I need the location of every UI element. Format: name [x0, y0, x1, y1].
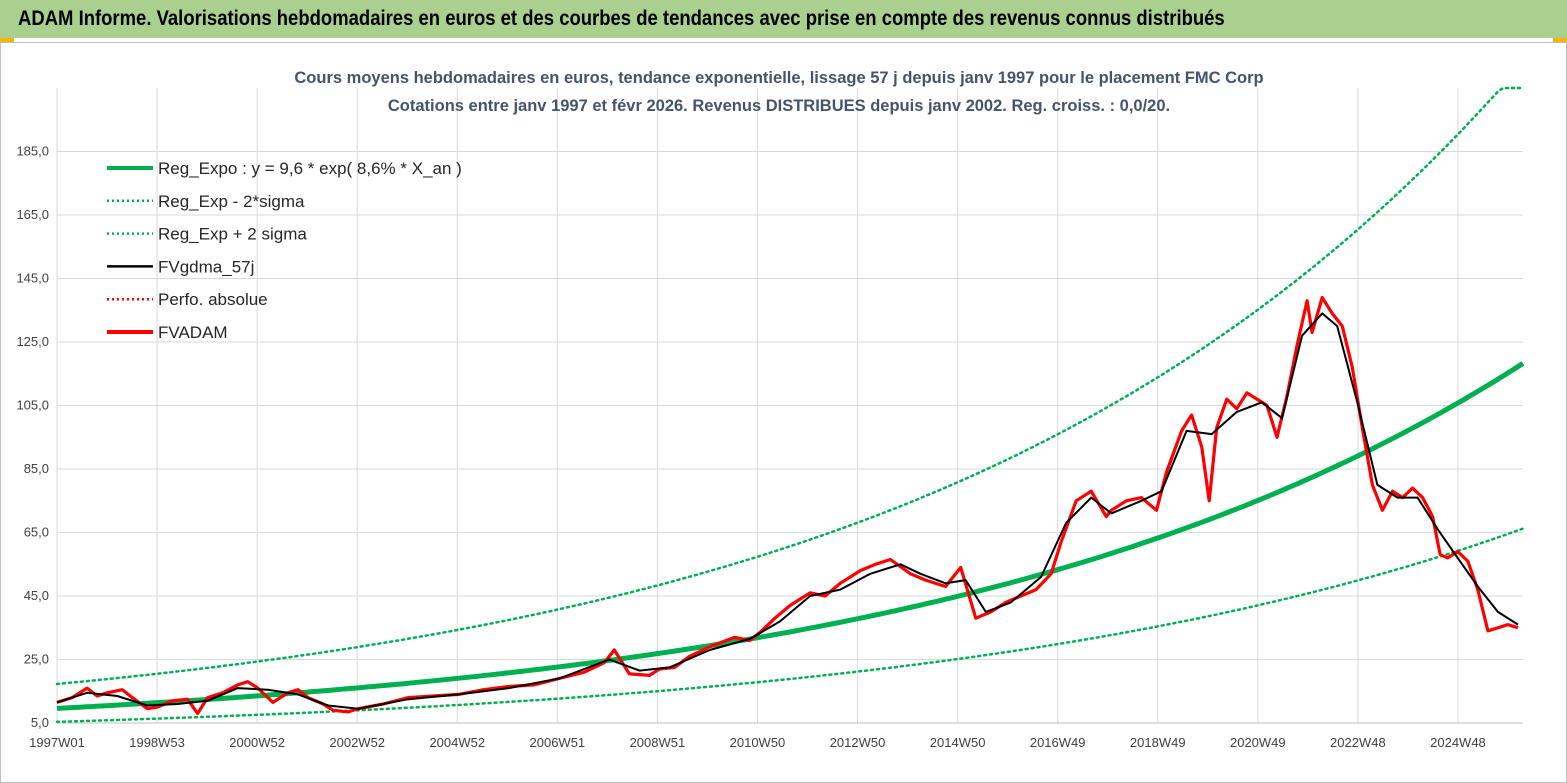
x-tick-label: 1998W53 — [129, 735, 185, 750]
x-tick-label: 2004W52 — [429, 735, 485, 750]
series-fvadam — [56, 295, 1519, 716]
y-tick-label: 105,0 — [16, 398, 49, 413]
banner-accent-left — [0, 38, 14, 42]
y-tick-label: 65,0 — [24, 525, 49, 540]
chart-axes: 5,0 25,0 45,0 65,0 85,0 105,0 125,0 145,0 165,0 1… — [16, 144, 1523, 750]
x-tick-label: 2012W50 — [830, 735, 886, 750]
y-tick-label: 85,0 — [24, 461, 49, 476]
legend-label: Reg_Exp - 2*sigma — [158, 192, 305, 211]
header-banner: ADAM Informe. Valorisations hebdomadaire… — [0, 0, 1567, 38]
y-tick-label: 185,0 — [16, 144, 49, 159]
y-tick-label: 125,0 — [16, 334, 49, 349]
legend-label: FVgdma_57j — [158, 257, 254, 276]
x-tick-label: 2006W51 — [530, 735, 586, 750]
x-tick-label: 2014W50 — [930, 735, 986, 750]
legend-label: FVADAM — [158, 323, 228, 342]
y-tick-label: 145,0 — [16, 271, 49, 286]
chart: 5,0 25,0 45,0 65,0 85,0 105,0 125,0 145,0 165,0 1… — [16, 69, 1525, 750]
x-tick-label: 2010W50 — [730, 735, 786, 750]
chart-series — [55, 86, 1525, 724]
x-tick-label: 2016W49 — [1030, 735, 1086, 750]
chart-legend: Reg_Expo : y = 9,6 * exp( 8,6% * X_an ) R… — [107, 159, 462, 342]
x-tick-label: 2000W52 — [229, 735, 285, 750]
chart-grid — [56, 88, 1523, 724]
series-reg-expo — [56, 361, 1525, 711]
chart-title: Cours moyens hebdomadaires en euros, ten… — [294, 69, 1263, 87]
banner-accent-right — [1553, 38, 1567, 42]
series-fvgdma-57j — [56, 312, 1519, 710]
x-tick-label: 1997W01 — [29, 735, 85, 750]
y-tick-label: 5,0 — [31, 715, 49, 730]
chart-frame: 5,0 25,0 45,0 65,0 85,0 105,0 125,0 145,0 165,0 1… — [0, 42, 1567, 783]
y-tick-label: 25,0 — [24, 652, 49, 667]
y-tick-label: 165,0 — [16, 207, 49, 222]
chart-subtitle: Cotations entre janv 1997 et févr 2026. … — [388, 97, 1170, 115]
series-reg-exp-plus-2-sigma — [55, 86, 1525, 686]
x-tick-label: 2008W51 — [630, 735, 686, 750]
legend-label: Perfo. absolue — [158, 290, 268, 309]
page-title: ADAM Informe. Valorisations hebdomadaire… — [18, 7, 1225, 30]
y-tick-label: 45,0 — [24, 588, 49, 603]
x-tick-label: 2002W52 — [329, 735, 385, 750]
x-tick-label: 2024W48 — [1430, 735, 1486, 750]
x-tick-label: 2018W49 — [1130, 735, 1186, 750]
x-tick-label: 2020W49 — [1230, 735, 1286, 750]
legend-label: Reg_Expo : y = 9,6 * exp( 8,6% * X_an ) — [158, 159, 462, 178]
legend-label: Reg_Exp + 2 sigma — [158, 225, 307, 244]
series-reg-exp-minus-2-sigma — [55, 527, 1525, 724]
x-tick-label: 2022W48 — [1330, 735, 1386, 750]
